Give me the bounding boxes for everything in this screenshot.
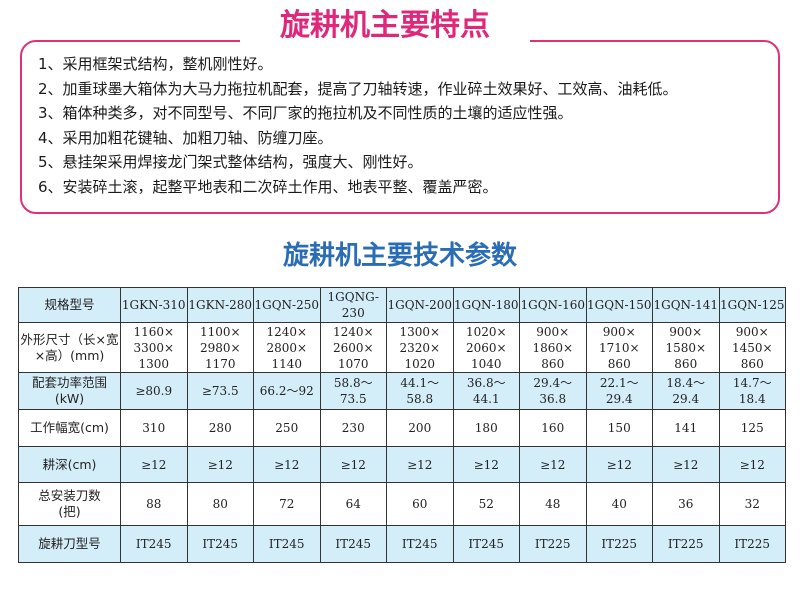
row-label: 工作幅宽(cm)	[18, 409, 121, 447]
table-row: 旋耕刀型号 IT245 IT245 IT245 IT245 IT245 IT245 IT225…	[18, 525, 786, 563]
table-cell: 900× 1450× 860	[718, 322, 786, 373]
table-cell: ≥80.9	[120, 372, 188, 410]
table-cell: ≥12	[452, 446, 520, 483]
table-cell: 250	[253, 409, 321, 447]
row-label: 规格型号	[18, 287, 121, 323]
table-cell: 44.1～ 58.8	[386, 372, 454, 410]
row-label: 外形尺寸（长×宽×高）(mm)	[18, 322, 121, 373]
table-row: 配套功率范围 (kW) ≥80.9 ≥73.5 66.2～92 58.8～ 73.5 44.1…	[18, 372, 786, 410]
table-cell: 36.8～ 44.1	[452, 372, 520, 410]
table-cell: ≥73.5	[186, 372, 254, 410]
table-cell: 1020× 2060× 1040	[452, 322, 520, 373]
table-cell: 1240× 2800× 1140	[253, 322, 321, 373]
table-cell: 1100× 2980× 1170	[186, 322, 254, 373]
table-cell: 900× 1580× 860	[652, 322, 720, 373]
feature-item: 3、箱体种类多，对不同型号、不同厂家的拖拉机及不同性质的土壤的适应性强。	[38, 104, 573, 122]
table-cell: 72	[253, 482, 321, 526]
table-cell: ≥12	[652, 446, 720, 483]
table-cell: 36	[652, 482, 720, 526]
table-cell: 150	[585, 409, 653, 447]
table-cell: 29.4～ 36.8	[519, 372, 587, 410]
table-cell: 141	[652, 409, 720, 447]
table-cell: 1GQNG-230	[319, 287, 387, 323]
table-cell: 900× 1860× 860	[519, 322, 587, 373]
table-cell: 66.2～92	[253, 372, 321, 410]
table-cell: 40	[585, 482, 653, 526]
table-cell: 1240× 2600× 1070	[319, 322, 387, 373]
table-cell: 18.4～ 29.4	[652, 372, 720, 410]
table-cell: 58.8～ 73.5	[319, 372, 387, 410]
table-row: 工作幅宽(cm) 310 280 250 230 200 180 160 150 141 125	[18, 409, 786, 447]
table-cell: 160	[519, 409, 587, 447]
table-cell: 1GQN-250	[253, 287, 321, 323]
table-row: 规格型号 1GKN-310 1GKN-280 1GQN-250 1GQNG-230 1GQ…	[18, 287, 786, 323]
table-cell: 1GKN-310	[120, 287, 188, 323]
table-row: 外形尺寸（长×宽×高）(mm) 1160× 3300× 1300 1100× 2980× 1…	[18, 322, 786, 373]
table-cell: 48	[519, 482, 587, 526]
feature-item: 4、采用加粗花键轴、加粗刀轴、防缠刀座。	[38, 128, 333, 147]
table-cell: IT225	[652, 525, 720, 563]
feature-item: 5、悬挂架采用焊接龙门架式整体结构，强度大、刚性好。	[38, 153, 423, 171]
table-cell: 1GQN-141	[652, 287, 720, 323]
table-cell: 14.7～ 18.4	[718, 372, 786, 410]
table-cell: 310	[120, 409, 188, 447]
table-cell: ≥12	[253, 446, 321, 483]
table-cell: ≥12	[718, 446, 786, 483]
features-list: 1、采用框架式结构，整机刚性好。 2、加重球墨大箱体为大马力拖拉机配套，提高了刀…	[38, 52, 678, 199]
features-title: 旋耕机主要特点	[240, 6, 530, 46]
table-cell: IT245	[319, 525, 387, 563]
table-cell: 200	[386, 409, 454, 447]
table-cell: 22.1～ 29.4	[585, 372, 653, 410]
table-cell: 125	[718, 409, 786, 447]
table-cell: 1GQN-180	[452, 287, 520, 323]
row-label: 总安装刀数 (把)	[18, 482, 121, 526]
table-cell: ≥12	[319, 446, 387, 483]
table-cell: ≥12	[186, 446, 254, 483]
table-cell: 280	[186, 409, 254, 447]
table-cell: 1GQN-200	[386, 287, 454, 323]
table-cell: IT225	[585, 525, 653, 563]
table-cell: IT245	[452, 525, 520, 563]
table-cell: IT245	[386, 525, 454, 563]
table-cell: 1GQN-150	[585, 287, 653, 323]
table-cell: 1GKN-280	[186, 287, 254, 323]
specs-table: 规格型号 1GKN-310 1GKN-280 1GQN-250 1GQNG-230 1GQ…	[18, 287, 786, 563]
table-cell: 32	[718, 482, 786, 526]
table-cell: 1GQN-160	[519, 287, 587, 323]
table-cell: ≥12	[120, 446, 188, 483]
specs-title: 旋耕机主要技术参数	[282, 241, 517, 271]
table-cell: 180	[452, 409, 520, 447]
table-cell: IT225	[718, 525, 786, 563]
table-cell: ≥12	[386, 446, 454, 483]
table-cell: ≥12	[585, 446, 653, 483]
table-cell: IT245	[120, 525, 188, 563]
table-cell: 900× 1710× 860	[585, 322, 653, 373]
table-cell: 1160× 3300× 1300	[120, 322, 188, 373]
table-cell: IT225	[519, 525, 587, 563]
table-cell: 1300× 2320× 1020	[386, 322, 454, 373]
table-cell: 88	[120, 482, 188, 526]
row-label: 耕深(cm)	[18, 446, 121, 483]
table-cell: IT245	[253, 525, 321, 563]
table-cell: IT245	[186, 525, 254, 563]
feature-item: 2、加重球墨大箱体为大马力拖拉机配套，提高了刀轴转速，作业碎土效果好、工效高、油…	[38, 79, 678, 98]
table-cell: 230	[319, 409, 387, 447]
feature-item: 1、采用框架式结构，整机刚性好。	[38, 55, 273, 73]
table-cell: 60	[386, 482, 454, 526]
table-cell: ≥12	[519, 446, 587, 483]
table-cell: 1GQN-125	[718, 287, 786, 323]
table-cell: 52	[452, 482, 520, 526]
table-row: 耕深(cm) ≥12 ≥12 ≥12 ≥12 ≥12 ≥12 ≥12 ≥12 ≥12 ≥12	[18, 446, 786, 483]
row-label: 旋耕刀型号	[18, 525, 121, 563]
table-row: 总安装刀数 (把) 88 80 72 64 60 52 48 40 36 32	[18, 482, 786, 526]
feature-item: 6、安装碎土滚，起整平地表和二次碎土作用、地表平整、覆盖严密。	[38, 177, 498, 196]
table-cell: 80	[186, 482, 254, 526]
table-cell: 64	[319, 482, 387, 526]
row-label: 配套功率范围 (kW)	[18, 372, 121, 410]
